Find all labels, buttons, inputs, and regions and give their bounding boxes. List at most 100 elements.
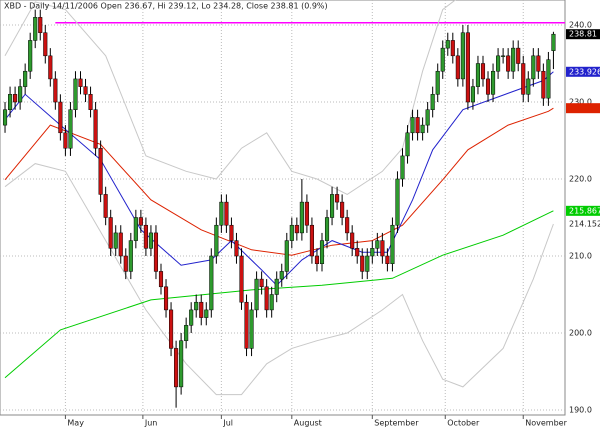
plot-frame	[0, 0, 566, 416]
candle-body	[299, 201, 304, 234]
last-value-label: 233.926	[569, 67, 600, 76]
candle-body	[8, 94, 13, 110]
candle-body	[375, 240, 380, 249]
candle-body	[2, 109, 8, 126]
candle-body	[526, 78, 531, 95]
candle-body	[415, 117, 420, 134]
candle-body	[184, 325, 189, 341]
candle-body	[158, 271, 164, 288]
candle-body	[219, 201, 224, 226]
candle-body	[289, 224, 294, 241]
candle-body	[229, 224, 234, 241]
x-tick-label: Jul	[222, 419, 233, 427]
candle-body	[224, 201, 229, 226]
candle-body	[204, 309, 209, 318]
y-tick-label: 220.0	[569, 175, 592, 184]
candle-body	[78, 78, 83, 87]
candle-body	[536, 55, 541, 72]
candle-body	[370, 248, 375, 257]
last-value-label: 214.152	[569, 220, 600, 229]
candle-body	[460, 32, 465, 80]
candle-body	[63, 132, 68, 149]
chart-title: XBD - Daily 14/11/2006 Open 236.67, Hi 2…	[4, 2, 328, 11]
candle-body	[324, 217, 330, 241]
candle-body	[128, 240, 133, 272]
candle-body	[365, 255, 370, 272]
candle-body	[400, 155, 405, 180]
last-value-label: 238.81	[569, 30, 597, 39]
candle-body	[350, 232, 355, 249]
candle-body	[279, 271, 284, 280]
candle-body	[314, 255, 320, 264]
candle-body	[294, 224, 299, 234]
candle-body	[174, 348, 179, 388]
candle-body	[420, 124, 425, 134]
candle-body	[189, 309, 194, 326]
candle-body	[284, 240, 289, 272]
overlays	[4, 0, 565, 396]
candle-body	[33, 17, 38, 41]
candle-body	[264, 286, 269, 311]
candle-body	[380, 240, 385, 257]
axis-labels: 190.0 200.0 210.0 220.0 230.0 240.0 May Jun Jul A…	[64, 21, 600, 427]
candle-body	[239, 255, 244, 303]
y-tick-label: 200.0	[569, 329, 592, 338]
candle-body	[68, 109, 73, 149]
last-value-box	[566, 103, 600, 114]
candle-body	[38, 17, 43, 33]
candle-body	[23, 70, 28, 87]
candle-body	[18, 86, 23, 103]
candle-body	[108, 217, 113, 249]
last-value-box	[566, 29, 600, 40]
candle-body	[330, 194, 335, 218]
overlay-line	[4, 163, 554, 396]
candle-body	[123, 255, 128, 272]
overlay-line	[4, 0, 457, 195]
candle-body	[405, 132, 410, 157]
x-tick-label: October	[447, 419, 480, 427]
candle-body	[430, 94, 435, 110]
candle-body	[83, 86, 88, 95]
candle-body	[355, 248, 360, 257]
candle-body	[390, 224, 395, 264]
candle-body	[254, 278, 259, 311]
y-tick-label: 190.0	[569, 405, 592, 414]
candle-body	[88, 94, 93, 110]
y-tick-label: 210.0	[569, 252, 592, 261]
candle-body	[304, 201, 309, 226]
candle-body	[259, 278, 264, 288]
candle-body	[214, 224, 219, 257]
candle-body	[319, 240, 325, 264]
candle-body	[541, 70, 546, 99]
x-tick-label: August	[294, 419, 322, 427]
candle-body	[335, 194, 340, 203]
candle-body	[395, 178, 400, 226]
candle-body	[360, 255, 365, 272]
candle-body	[73, 78, 78, 110]
x-tick-label: Jun	[144, 419, 158, 427]
candle-body	[274, 278, 279, 295]
candle-body	[309, 224, 314, 257]
overlay-line	[4, 71, 554, 287]
candle-body	[148, 232, 153, 249]
candle-body	[385, 255, 390, 264]
candle-body	[249, 309, 254, 349]
candle-body	[143, 224, 148, 249]
candle-body	[169, 309, 174, 349]
candle-body	[506, 55, 511, 72]
candle-body	[179, 340, 184, 388]
candle-body	[103, 194, 108, 218]
candle-body	[48, 55, 53, 80]
candle-body	[485, 78, 491, 95]
candle-body	[113, 232, 118, 249]
candle-body	[435, 70, 440, 95]
candle-body	[511, 47, 516, 72]
candle-body	[410, 117, 415, 134]
candle-body	[340, 201, 345, 218]
candle-body	[209, 255, 214, 311]
candle-body	[480, 63, 486, 80]
y-tick-label: 240.0	[569, 21, 592, 30]
candle-body	[194, 301, 199, 311]
candle-body	[470, 86, 475, 103]
